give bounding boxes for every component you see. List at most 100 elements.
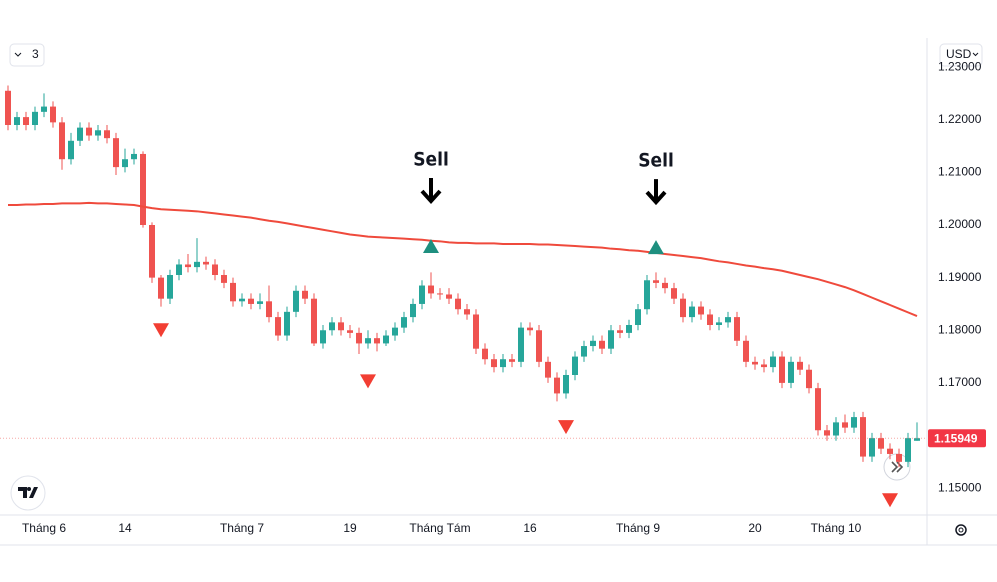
x-tick-label: Tháng 10 <box>811 521 862 535</box>
gear-center <box>958 527 964 533</box>
candle-body <box>14 117 20 125</box>
indicator-count: 3 <box>32 47 39 61</box>
candle-body <box>329 322 335 331</box>
gear[interactable] <box>955 524 967 536</box>
candle-body <box>482 348 488 360</box>
candle-body <box>536 330 542 362</box>
candle-body <box>707 314 713 325</box>
x-tick-label: Tháng 9 <box>616 521 660 535</box>
candle-body <box>311 298 317 344</box>
candle-body <box>347 330 353 333</box>
candle-body <box>725 317 731 323</box>
candle-body <box>473 314 479 349</box>
candle-body <box>167 275 173 299</box>
candle-body <box>590 340 596 347</box>
chevron <box>14 52 22 57</box>
annotation-label: Sell <box>638 150 674 172</box>
logo-circle[interactable] <box>10 475 46 511</box>
y-tick-label: 1.18000 <box>938 322 982 336</box>
x-tick-label: Tháng 7 <box>220 521 264 535</box>
x-tick-label: Tháng Tám <box>409 521 470 535</box>
candle-body <box>518 327 524 362</box>
candle-body <box>878 438 884 449</box>
currency-button[interactable]: USD <box>939 43 983 67</box>
candle-body <box>248 298 254 304</box>
candle-body <box>41 106 47 112</box>
candle-body <box>392 327 398 336</box>
buy-marker <box>648 240 664 255</box>
candle-body <box>59 122 65 160</box>
candle-body <box>455 298 461 310</box>
x-tick-label: 14 <box>118 521 132 535</box>
candle-body <box>572 356 578 375</box>
candle-body <box>608 330 614 349</box>
candle-body <box>176 264 182 275</box>
candle-body <box>158 277 164 299</box>
y-tick-label: 1.21000 <box>938 165 982 179</box>
candle-body <box>779 356 785 383</box>
candle-body <box>644 280 650 310</box>
candle-body <box>374 338 380 344</box>
annotation-arrow <box>645 179 667 206</box>
chevron <box>972 52 979 57</box>
candle-body <box>77 127 83 141</box>
x-tick-label: 16 <box>523 521 537 535</box>
candle-body <box>401 317 407 328</box>
candle-body <box>770 356 776 368</box>
x-tick-label: 19 <box>343 521 357 535</box>
candle-body <box>302 290 308 299</box>
candle-body <box>851 417 857 428</box>
settings-button[interactable] <box>955 524 967 536</box>
candle-body <box>653 280 659 283</box>
currency-box[interactable] <box>939 43 983 67</box>
y-tick-label: 1.20000 <box>938 217 982 231</box>
candle-body <box>86 127 92 136</box>
candle-body <box>230 282 236 302</box>
candle-body <box>338 322 344 331</box>
candle-body <box>815 388 821 431</box>
logo-mark <box>18 487 38 498</box>
candle-body <box>734 317 740 341</box>
candle-body <box>689 306 695 318</box>
candle-body <box>383 335 389 344</box>
candle-body <box>356 332 362 344</box>
candle-body <box>662 282 668 289</box>
toggle-box[interactable] <box>9 43 45 67</box>
candle-body <box>824 430 830 436</box>
candle-body <box>797 361 803 370</box>
candle-body <box>203 261 209 265</box>
candle-body <box>464 309 470 315</box>
candle-body <box>527 327 533 331</box>
candle-body <box>410 303 416 318</box>
y-tick-label: 1.19000 <box>938 270 982 284</box>
candle-body <box>842 422 848 428</box>
candle-body <box>716 322 722 325</box>
last-price-label: 1.15949 <box>934 431 978 445</box>
candle-body <box>140 153 146 225</box>
candle-body <box>113 138 119 168</box>
candle-body <box>131 153 137 160</box>
indicator-toggle[interactable]: 3 <box>9 43 45 67</box>
candle-body <box>284 311 290 336</box>
candle-body <box>635 309 641 325</box>
candle-body <box>104 130 110 139</box>
candle-body <box>221 275 227 283</box>
sell-marker <box>153 323 169 338</box>
candle-body <box>185 264 191 268</box>
candle-body <box>194 261 200 268</box>
sell-marker <box>882 493 898 508</box>
candle-body <box>23 117 29 125</box>
y-tick-label: 1.17000 <box>938 375 982 389</box>
candle-body <box>68 140 74 160</box>
candle-body <box>212 264 218 275</box>
candle-body <box>896 453 902 462</box>
candle-body <box>365 338 371 344</box>
tradingview-logo[interactable] <box>10 475 46 511</box>
logo-dot <box>27 487 31 491</box>
candle-body <box>743 340 749 362</box>
candle-body <box>860 417 866 457</box>
buy-marker <box>423 239 439 254</box>
candle-body <box>833 422 839 436</box>
